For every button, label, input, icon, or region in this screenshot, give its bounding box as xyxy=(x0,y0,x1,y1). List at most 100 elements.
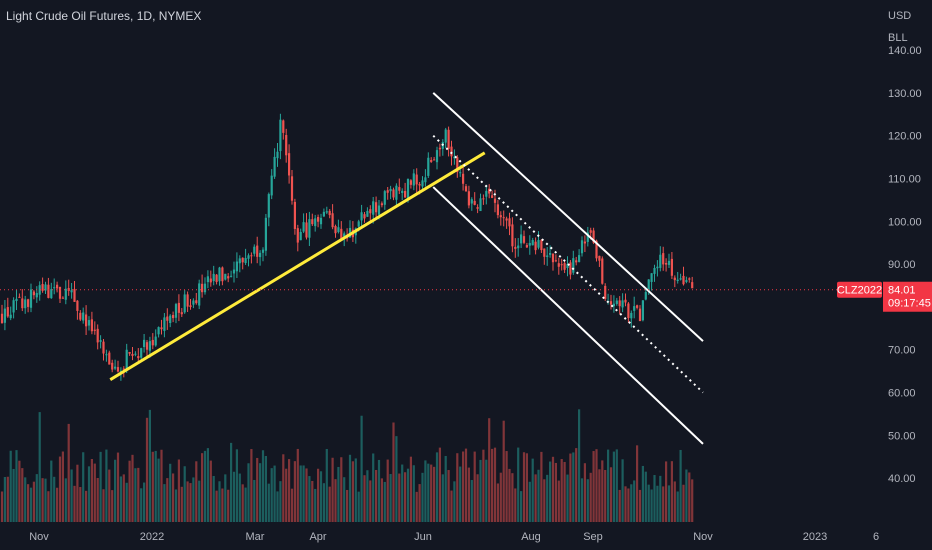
candle-body xyxy=(659,254,662,268)
candle-body xyxy=(517,245,520,249)
volume-bar xyxy=(647,484,650,522)
candle-body xyxy=(438,147,441,150)
volume-bar xyxy=(656,485,659,522)
volume-bar xyxy=(317,468,320,522)
volume-bar xyxy=(125,482,128,522)
volume-bar xyxy=(621,459,624,522)
candle-body xyxy=(276,151,279,159)
candle-body xyxy=(288,153,291,176)
candle-body xyxy=(247,255,250,259)
candle-body xyxy=(53,287,56,289)
volume-bar xyxy=(543,479,546,522)
candle-body xyxy=(685,280,688,282)
volume-bar xyxy=(203,450,207,522)
candle-body xyxy=(189,305,192,307)
volume-bar xyxy=(522,452,526,522)
volume-bar xyxy=(253,479,256,522)
volume-bar xyxy=(192,477,195,522)
volume-bar xyxy=(137,467,140,522)
candle-body xyxy=(273,156,276,177)
volume-bar xyxy=(456,453,459,522)
volume-bar xyxy=(35,474,38,522)
volume-bar xyxy=(412,465,415,522)
volume-bar xyxy=(493,447,497,522)
volume-bar xyxy=(404,472,407,522)
candle-body xyxy=(522,236,526,243)
trendline-line[interactable] xyxy=(109,151,486,381)
volume-bar xyxy=(679,449,682,522)
candle-body xyxy=(125,349,128,370)
candle-body xyxy=(377,205,381,215)
last-price-badge[interactable] xyxy=(883,281,932,312)
volume-bar xyxy=(311,480,314,522)
volume-bar xyxy=(357,491,360,522)
candle-body xyxy=(27,299,30,307)
candle-body xyxy=(44,284,47,291)
volume-bar xyxy=(566,474,569,522)
volume-bar xyxy=(61,451,64,522)
volume-bar xyxy=(630,484,633,522)
volume-bar xyxy=(73,485,76,522)
candle-body xyxy=(244,257,247,263)
volume-bar xyxy=(418,484,421,522)
candle-body xyxy=(650,273,653,282)
volume-bar xyxy=(232,471,236,522)
candle-body xyxy=(473,200,476,205)
candle-body xyxy=(305,222,308,238)
candle-body xyxy=(82,312,85,321)
volume-bar xyxy=(462,451,465,522)
volume-bar xyxy=(9,450,12,522)
candle-body xyxy=(415,174,418,185)
y-axis-tick-label: 40.00 xyxy=(888,473,916,485)
candle-body xyxy=(549,253,552,255)
y-axis-tick-label: 120.00 xyxy=(888,131,922,143)
candle-body xyxy=(383,191,386,205)
volume-bar xyxy=(459,466,462,522)
volume-bar xyxy=(87,466,91,522)
candle-body xyxy=(609,301,613,305)
volume-bar xyxy=(244,487,247,522)
candle-body xyxy=(444,129,447,143)
volume-bar xyxy=(64,478,67,522)
candle-body xyxy=(499,215,502,218)
volume-bar xyxy=(557,480,560,522)
volume-bar xyxy=(398,473,401,522)
candle-body xyxy=(195,300,198,304)
volume-bar xyxy=(467,467,470,522)
volume-bar xyxy=(224,474,227,522)
volume-bar xyxy=(665,461,668,522)
candle-body xyxy=(464,186,468,192)
candle-body xyxy=(363,214,366,219)
candle-body xyxy=(116,367,120,372)
candle-body xyxy=(157,327,160,335)
candle-body xyxy=(87,320,91,326)
candle-body xyxy=(360,212,363,221)
volume-bar xyxy=(351,461,354,522)
volume-bar xyxy=(177,459,180,522)
candle-body xyxy=(256,245,259,257)
candle-body xyxy=(206,276,209,283)
candle-body xyxy=(682,275,685,285)
candle-body xyxy=(279,119,282,152)
volume-bar xyxy=(435,452,439,522)
candle-body xyxy=(290,176,294,201)
channel-upper-line[interactable] xyxy=(432,92,704,342)
volume-bar xyxy=(586,479,589,522)
candle-body xyxy=(496,204,499,216)
volume-bar xyxy=(569,453,572,522)
candle-body xyxy=(563,263,566,270)
volume-bar xyxy=(670,461,673,522)
volume-bar xyxy=(209,460,212,522)
channel-lower-line[interactable] xyxy=(432,186,704,445)
symbol-badge[interactable] xyxy=(837,281,882,298)
candle-body xyxy=(302,222,305,232)
volume-bar xyxy=(215,490,218,522)
candle-body xyxy=(41,284,44,291)
volume-bar xyxy=(479,459,482,522)
candle-body xyxy=(459,172,462,174)
candle-body xyxy=(502,217,505,219)
candle-body xyxy=(32,291,35,296)
channel-mid-line[interactable] xyxy=(432,134,704,394)
volume-bar xyxy=(444,455,447,522)
